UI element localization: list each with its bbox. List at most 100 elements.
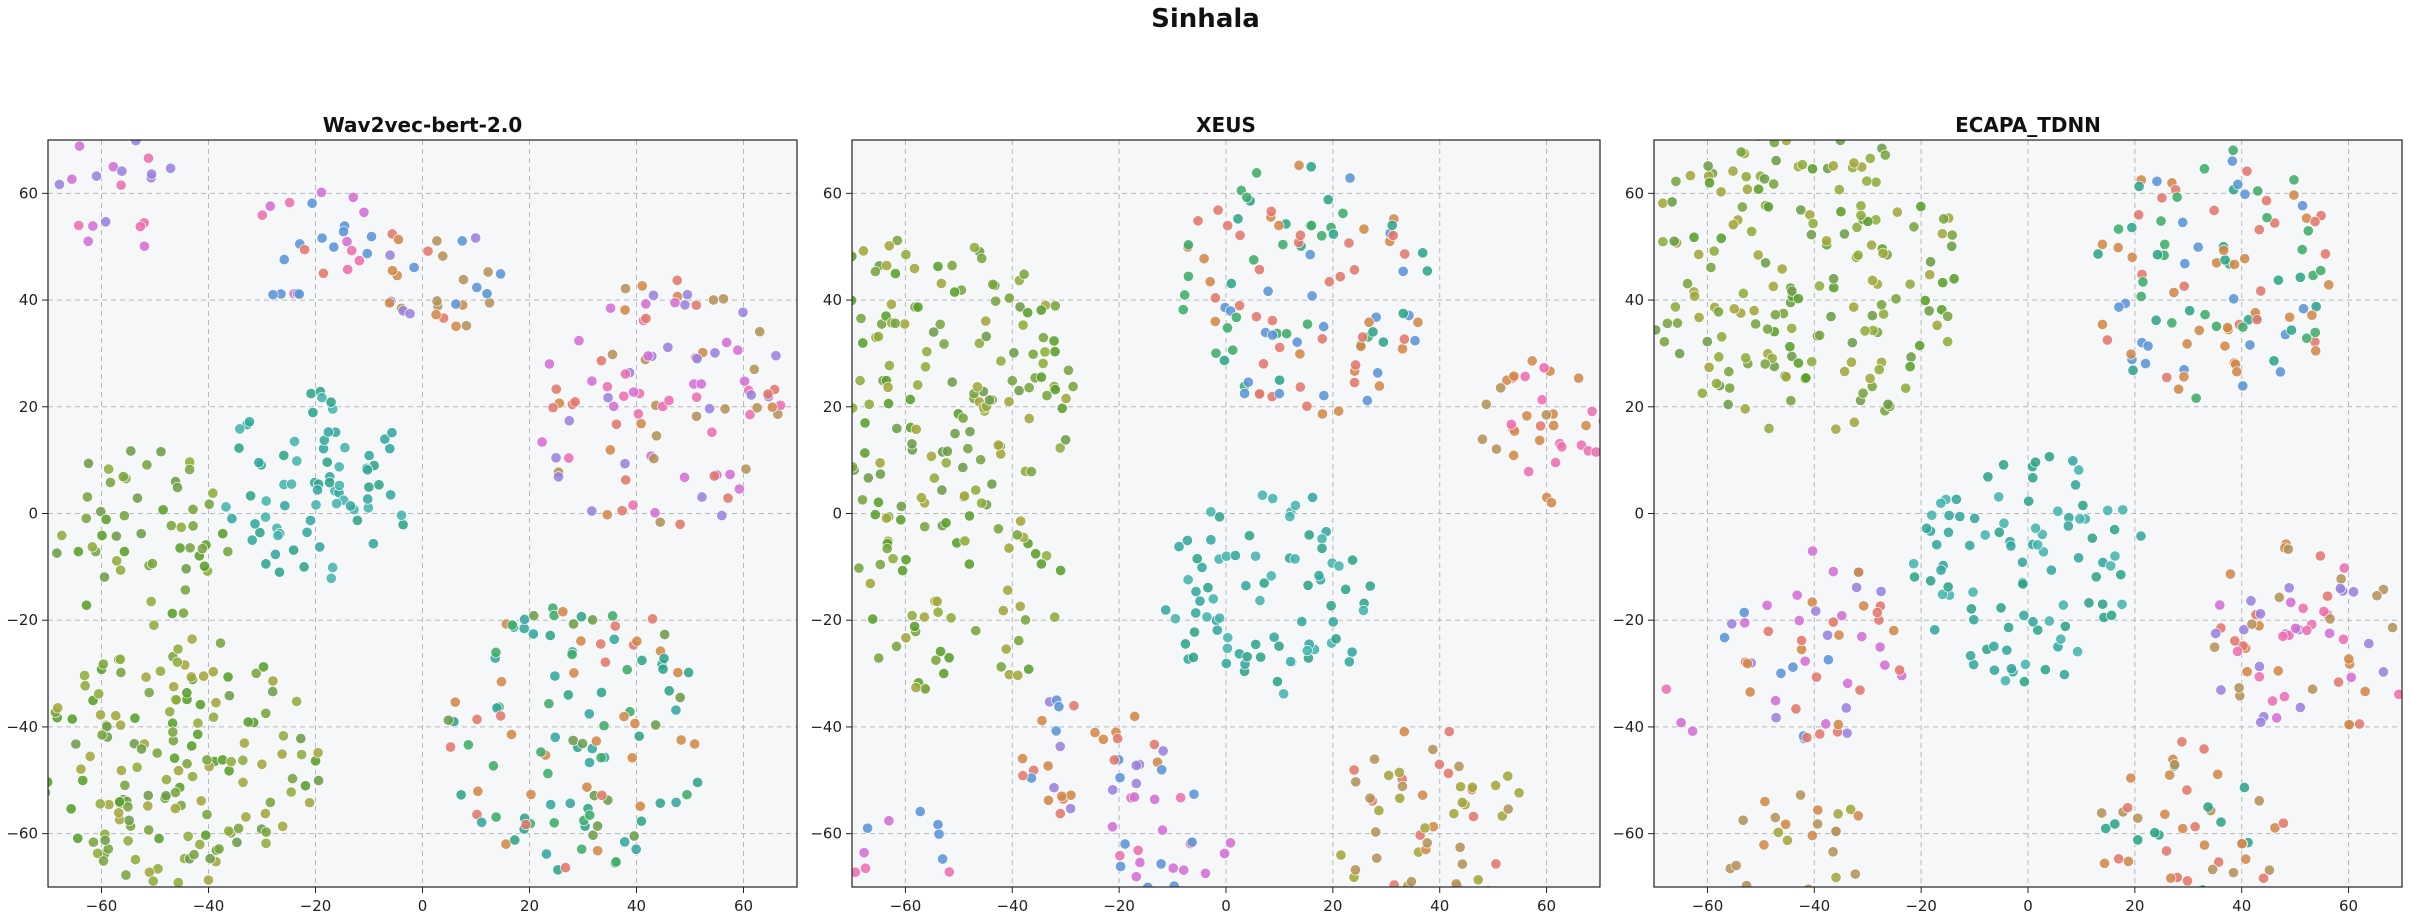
scatter-point — [1186, 836, 1198, 848]
scatter-point — [1056, 790, 1068, 802]
figure-suptitle: Sinhala — [1151, 4, 1260, 34]
scatter-point — [891, 422, 903, 434]
scatter-point — [987, 278, 999, 290]
scatter-point — [96, 529, 108, 542]
scatter-point — [867, 613, 879, 625]
scatter-point — [455, 789, 467, 801]
scatter-point — [2261, 212, 2273, 224]
scatter-point — [2132, 834, 2144, 846]
scatter-point — [936, 484, 948, 496]
scatter-point — [800, 310, 810, 320]
scatter-point — [1768, 178, 1780, 190]
scatter-point — [291, 455, 303, 467]
scatter-point — [1257, 358, 1270, 370]
scatter-point — [1049, 346, 1061, 358]
scatter-point — [1114, 772, 1126, 784]
scatter-point — [853, 562, 865, 574]
scatter-point — [80, 512, 92, 524]
scatter-point — [66, 713, 78, 725]
scatter-point — [1258, 577, 1270, 589]
scatter-point — [1722, 398, 1734, 411]
scatter-point — [1316, 230, 1328, 242]
scatter-point — [683, 666, 695, 679]
scatter-point — [2101, 334, 2113, 346]
scatter-point — [748, 363, 760, 375]
scatter-point — [80, 599, 93, 611]
x-tick-label: 40 — [1430, 897, 1449, 915]
scatter-point — [992, 439, 1004, 451]
scatter-point — [1610, 417, 1620, 427]
scatter-point — [1207, 593, 1219, 605]
scatter-point — [633, 730, 645, 742]
scatter-point — [2137, 276, 2149, 288]
scatter-point — [278, 449, 290, 462]
scatter-point — [1065, 789, 1077, 801]
scatter-point — [1397, 890, 1407, 900]
scatter-point — [706, 426, 718, 438]
scatter-point — [2018, 676, 2030, 688]
scatter-point — [185, 671, 197, 683]
scatter-point — [1688, 231, 1700, 243]
scatter-point — [2198, 163, 2210, 175]
scatter-point — [563, 452, 575, 464]
scatter-point — [2127, 364, 2139, 376]
scatter-point — [1201, 611, 1213, 623]
scatter-point — [1521, 410, 1533, 422]
scatter-point — [1761, 599, 1773, 611]
scatter-point — [1769, 812, 1781, 824]
y-tick-label: 0 — [832, 505, 842, 523]
scatter-point — [1776, 263, 1788, 275]
scatter-point — [397, 519, 409, 531]
scatter-point — [181, 687, 193, 699]
scatter-point — [1795, 204, 1807, 216]
scatter-point — [119, 779, 131, 791]
scatter-point — [184, 463, 196, 476]
scatter-point — [620, 474, 632, 486]
scatter-point — [1852, 249, 1864, 261]
scatter-point — [946, 376, 958, 388]
scatter-point — [103, 463, 115, 475]
scatter-point — [1316, 542, 1328, 554]
scatter-point — [1274, 341, 1286, 354]
scatter-point — [2208, 204, 2220, 217]
scatter-point — [821, 343, 831, 353]
scatter-point — [547, 402, 559, 414]
scatter-point — [1693, 311, 1705, 323]
scatter-point — [1220, 657, 1232, 670]
scatter-point — [610, 856, 622, 868]
scatter-point — [1350, 776, 1362, 788]
scatter-point — [260, 826, 272, 838]
scatter-point — [2314, 550, 2326, 562]
scatter-point — [640, 312, 652, 325]
scatter-point — [1442, 767, 1454, 779]
scatter-point — [363, 450, 375, 462]
scatter-point — [250, 667, 262, 679]
scatter-point — [73, 219, 85, 231]
scatter-point — [986, 478, 998, 490]
scatter-point — [264, 200, 276, 212]
scatter-point — [1830, 871, 1842, 883]
scatter-point — [1293, 159, 1305, 171]
scatter-point — [2202, 801, 2214, 813]
scatter-point — [1285, 656, 1297, 668]
scatter-point — [2335, 573, 2347, 585]
scatter-point — [1266, 329, 1279, 341]
scatter-point — [231, 836, 243, 848]
scatter-point — [1386, 219, 1398, 231]
x-tick-label: −40 — [193, 897, 225, 915]
scatter-point — [1657, 236, 1669, 248]
scatter-point — [657, 663, 669, 675]
scatter-point — [1660, 683, 1672, 695]
scatter-point — [1832, 808, 1844, 820]
scatter-point — [669, 297, 681, 309]
scatter-point — [1730, 859, 1742, 872]
scatter-point — [1848, 157, 1860, 169]
scatter-point — [567, 618, 580, 630]
scatter-point — [1807, 545, 1819, 557]
scatter-point — [2001, 644, 2013, 656]
scatter-point — [1988, 664, 2000, 676]
scatter-point — [1068, 700, 1080, 712]
scatter-point — [311, 484, 324, 496]
scatter-point — [2005, 540, 2017, 552]
scatter-point — [1023, 412, 1035, 425]
